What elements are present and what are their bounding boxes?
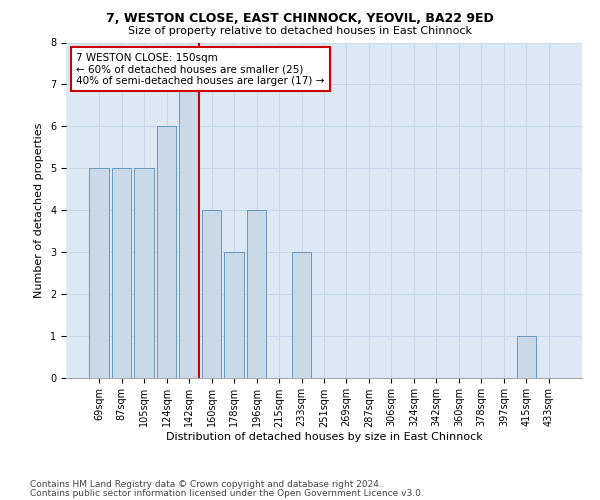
Text: Size of property relative to detached houses in East Chinnock: Size of property relative to detached ho… [128,26,472,36]
Y-axis label: Number of detached properties: Number of detached properties [34,122,44,298]
Bar [202,210,221,378]
Text: Contains public sector information licensed under the Open Government Licence v3: Contains public sector information licen… [30,489,424,498]
Text: Contains HM Land Registry data © Crown copyright and database right 2024.: Contains HM Land Registry data © Crown c… [30,480,382,489]
Text: 7, WESTON CLOSE, EAST CHINNOCK, YEOVIL, BA22 9ED: 7, WESTON CLOSE, EAST CHINNOCK, YEOVIL, … [106,12,494,26]
X-axis label: Distribution of detached houses by size in East Chinnock: Distribution of detached houses by size … [166,432,482,442]
Bar [517,336,536,378]
Bar [292,252,311,378]
Text: 7 WESTON CLOSE: 150sqm
← 60% of detached houses are smaller (25)
40% of semi-det: 7 WESTON CLOSE: 150sqm ← 60% of detached… [76,52,325,86]
Bar [112,168,131,378]
Bar [134,168,154,378]
Bar [224,252,244,378]
Bar [89,168,109,378]
Bar [157,126,176,378]
Bar [179,84,199,378]
Bar [247,210,266,378]
